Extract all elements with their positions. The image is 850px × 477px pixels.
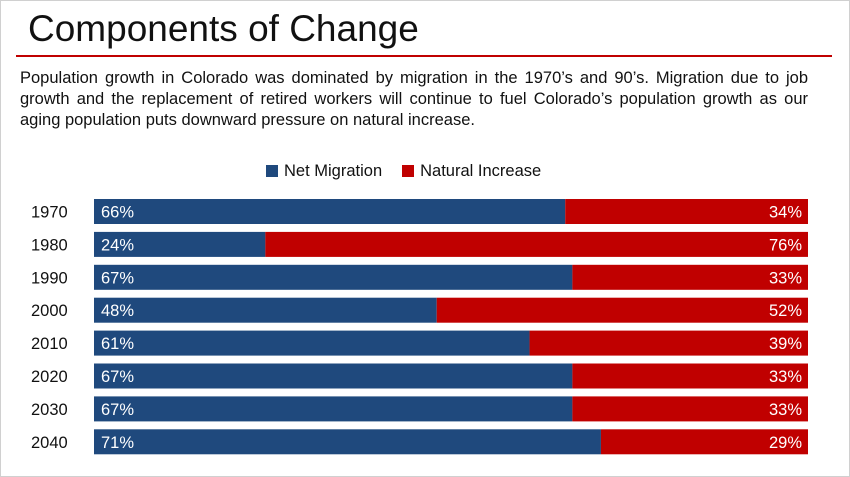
page-title: Components of Change [28,8,419,49]
description-text: Population growth in Colorado was domina… [20,69,808,129]
chart-legend: Net Migration Natural Increase [266,161,561,181]
bar-net-migration-1980 [94,231,266,257]
category-label-1990: 1990 [31,269,68,287]
legend-label-natural-increase: Natural Increase [420,161,542,180]
bar-net-migration-2000 [94,297,437,323]
value-label-net-migration-2000: 48% [101,302,134,320]
bar-net-migration-2040 [94,429,601,455]
value-label-natural-increase-1970: 34% [769,204,802,222]
value-label-net-migration-2030: 67% [101,401,134,419]
category-label-2040: 2040 [31,434,68,452]
value-label-natural-increase-1980: 76% [769,236,802,254]
value-label-natural-increase-2010: 39% [769,335,802,353]
value-label-net-migration-1970: 66% [101,204,134,222]
title-divider [16,55,832,57]
legend-swatch-net-migration [266,165,278,177]
bar-net-migration-1970 [94,199,566,224]
category-label-1970: 1970 [31,204,68,222]
value-label-net-migration-1980: 24% [101,236,134,254]
bar-natural-increase-1970 [565,199,808,224]
value-label-net-migration-2020: 67% [101,368,134,386]
legend-label-net-migration: Net Migration [284,161,383,180]
value-label-net-migration-2010: 61% [101,335,134,353]
bar-natural-increase-2010 [529,330,808,356]
bar-natural-increase-2000 [436,297,808,323]
value-label-natural-increase-2020: 33% [769,368,802,386]
bar-natural-increase-2020 [572,363,808,389]
category-label-2010: 2010 [31,335,68,353]
category-label-1980: 1980 [31,236,68,254]
value-label-natural-increase-2030: 33% [769,401,802,419]
bar-natural-increase-1990 [572,264,808,290]
bar-net-migration-2030 [94,396,573,422]
bar-net-migration-1990 [94,264,573,290]
legend-swatch-natural-increase [402,165,415,177]
bar-natural-increase-2030 [572,396,808,422]
category-label-2000: 2000 [31,302,68,320]
bar-net-migration-2020 [94,363,573,389]
value-label-natural-increase-2000: 52% [769,302,802,320]
value-label-net-migration-2040: 71% [101,434,134,452]
value-label-natural-increase-2040: 29% [769,434,802,452]
value-label-natural-increase-1990: 33% [769,269,802,287]
category-label-2030: 2030 [31,401,68,419]
bar-natural-increase-1980 [265,231,808,257]
bar-natural-increase-2040 [600,429,808,455]
bar-net-migration-2010 [94,330,530,356]
legend-item-net-migration: Net Migration [266,162,382,181]
value-label-net-migration-1990: 67% [101,269,134,287]
category-label-2020: 2020 [31,368,68,386]
legend-item-natural-increase: Natural Increase [402,162,541,181]
